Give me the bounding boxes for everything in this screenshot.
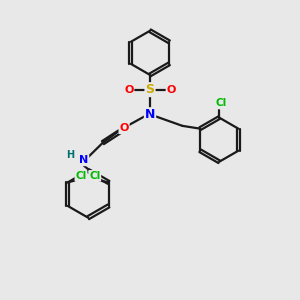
Text: O: O [119, 123, 129, 133]
Text: Cl: Cl [89, 171, 100, 181]
Text: O: O [167, 85, 176, 94]
Text: Cl: Cl [75, 171, 87, 181]
Text: S: S [146, 83, 154, 96]
Text: H: H [66, 150, 75, 160]
Text: N: N [79, 155, 88, 165]
Text: Cl: Cl [215, 98, 226, 109]
Text: O: O [124, 85, 134, 94]
Text: N: N [145, 108, 155, 121]
